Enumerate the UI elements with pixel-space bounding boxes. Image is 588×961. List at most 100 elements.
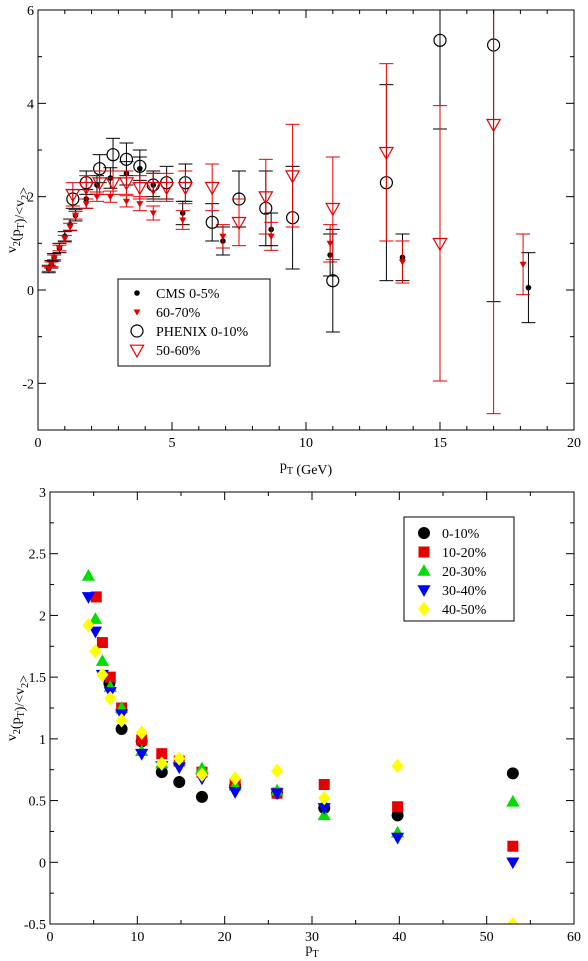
x-tick-label: 0	[35, 436, 42, 451]
top-chart-legend: CMS 0-5% 60-70% PHENIX 0-10% 50-60%	[117, 278, 271, 367]
data-point	[115, 722, 128, 735]
legend-marker	[417, 564, 431, 576]
data-point	[104, 690, 117, 706]
data-point	[378, 146, 395, 161]
series-60-70-	[41, 190, 531, 296]
data-point	[72, 212, 80, 220]
data-point	[258, 191, 274, 205]
top-legend-box	[117, 278, 271, 367]
data-point	[231, 216, 247, 231]
data-point	[267, 233, 275, 241]
y-tick-label: 2	[39, 609, 46, 624]
data-point	[78, 181, 94, 196]
data-point	[66, 224, 74, 231]
data-point	[318, 790, 331, 806]
legend-label: 0-10%	[442, 527, 480, 542]
legend-label: 30-40%	[442, 584, 487, 599]
data-point	[391, 758, 404, 774]
data-point	[45, 266, 53, 273]
data-point	[96, 637, 108, 649]
data-point	[159, 181, 175, 196]
data-point	[506, 857, 520, 870]
data-point	[95, 654, 109, 666]
data-point	[204, 181, 220, 196]
data-point	[219, 233, 227, 241]
bottom-chart-marks	[81, 569, 520, 924]
data-point	[55, 245, 63, 252]
y-tick-label: 3	[39, 486, 46, 501]
data-point	[132, 181, 148, 196]
legend-marker	[418, 527, 430, 539]
top-y-axis-label: v2(pT)/<v2>	[5, 187, 32, 253]
data-point	[82, 618, 95, 633]
y-tick-label: 2.5	[29, 548, 47, 563]
data-point	[93, 194, 101, 201]
data-point	[506, 916, 519, 924]
data-point	[173, 776, 186, 789]
data-point	[432, 237, 448, 252]
y-tick-label: 0.5	[29, 795, 47, 810]
data-point	[229, 771, 242, 786]
x-tick-label: 20	[567, 436, 581, 451]
data-point	[228, 787, 242, 799]
data-point	[92, 177, 108, 191]
x-tick-label: 20	[218, 930, 232, 945]
data-point	[392, 801, 404, 813]
data-point	[136, 734, 148, 746]
legend-marker	[418, 601, 430, 617]
data-point	[177, 181, 194, 196]
data-point	[506, 767, 519, 780]
top-chart-ticks: 0 5 10 15 20 -2 0 2 4 6	[22, 4, 581, 451]
y-tick-label: -0.5	[24, 918, 46, 933]
legend-marker	[129, 344, 145, 359]
bottom-chart-panel: 0 10 20 30 40 50 60-0.500.511.522.53 pT v2(pT)…	[5, 486, 581, 960]
x-tick-label: 0	[47, 930, 54, 945]
series-40-50-	[82, 618, 519, 924]
legend-label: 60-70%	[156, 306, 201, 321]
data-point	[284, 170, 301, 184]
data-point	[115, 713, 128, 728]
x-tick-label: 10	[299, 436, 313, 451]
data-point	[318, 779, 330, 791]
y-tick-label: 2	[27, 191, 34, 206]
bottom-y-axis-label: v2(pT)/<v2>	[5, 675, 32, 741]
data-point	[96, 667, 109, 682]
data-point	[50, 254, 58, 262]
bottom-chart-legend: 0-10% 10-20% 20-30% 30-40% 40-50%	[403, 516, 515, 622]
data-point	[390, 832, 405, 845]
data-point	[122, 198, 130, 206]
x-tick-label: 60	[567, 930, 581, 945]
data-point	[149, 210, 157, 217]
y-tick-label: 6	[27, 4, 34, 19]
data-point	[119, 152, 134, 166]
data-point	[398, 259, 406, 266]
data-point	[179, 217, 187, 224]
legend-label: 40-50%	[442, 603, 487, 618]
data-point	[325, 202, 341, 217]
legend-marker	[133, 309, 141, 316]
y-tick-label: 0	[27, 284, 34, 299]
legend-marker	[134, 290, 140, 296]
x-tick-label: 30	[305, 930, 319, 945]
data-point	[507, 840, 519, 852]
x-tick-label: 15	[433, 436, 447, 451]
data-point	[88, 626, 103, 639]
data-point	[47, 261, 55, 269]
legend-label: 50-60%	[156, 344, 201, 359]
top-chart-marks	[41, 10, 536, 415]
data-point	[326, 240, 334, 248]
data-point	[172, 762, 186, 775]
data-point	[104, 671, 116, 683]
data-point	[195, 761, 209, 774]
data-point	[133, 159, 147, 173]
data-point	[65, 188, 81, 203]
data-point	[135, 748, 149, 761]
data-point	[89, 644, 102, 659]
legend-marker	[418, 546, 430, 558]
y-tick-label: 4	[27, 97, 34, 112]
y-tick-label: 1	[39, 733, 46, 748]
legend-label: 20-30%	[442, 565, 487, 580]
data-point	[106, 194, 114, 201]
x-tick-label: 50	[480, 930, 494, 945]
